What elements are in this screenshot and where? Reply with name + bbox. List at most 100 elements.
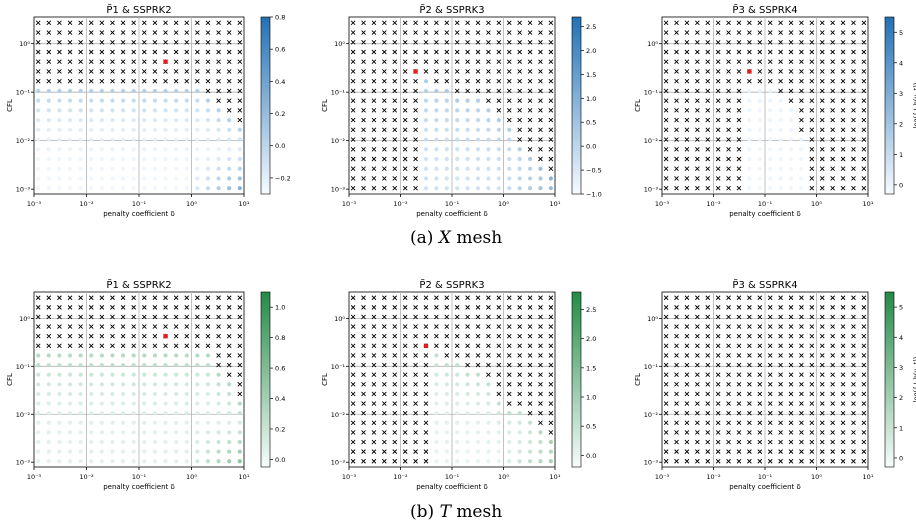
- stable-point: [216, 449, 221, 454]
- unstable-marker: [840, 305, 846, 310]
- stable-point: [67, 137, 73, 142]
- unstable-marker: [788, 410, 794, 416]
- y-tick-label: 10⁻¹: [16, 89, 31, 97]
- stable-point: [434, 147, 439, 152]
- unstable-marker: [674, 343, 679, 349]
- stable-point: [46, 362, 51, 368]
- stable-point: [434, 430, 439, 435]
- unstable-marker: [152, 333, 158, 339]
- unstable-marker: [402, 185, 408, 191]
- unstable-marker: [382, 30, 387, 35]
- unstable-marker: [663, 69, 669, 74]
- y-tick-label: 10⁰: [334, 315, 345, 323]
- unstable-marker: [715, 185, 721, 191]
- stable-point: [455, 186, 460, 191]
- unstable-marker: [371, 176, 377, 181]
- x-axis-label: penalty coefficient δ: [103, 210, 175, 218]
- unstable-marker: [382, 391, 387, 397]
- unstable-marker: [361, 343, 366, 349]
- optimal-point: [423, 343, 429, 349]
- stable-point: [216, 420, 221, 425]
- unstable-marker: [361, 391, 366, 397]
- stable-point: [465, 449, 470, 454]
- unstable-marker: [382, 372, 387, 378]
- stable-point: [465, 372, 470, 377]
- unstable-marker: [663, 59, 669, 65]
- unstable-marker: [778, 30, 783, 35]
- unstable-marker: [830, 439, 835, 445]
- unstable-marker: [382, 362, 387, 368]
- unstable-marker: [350, 30, 356, 35]
- stable-point: [205, 449, 211, 454]
- unstable-marker: [423, 420, 429, 426]
- stable-point: [423, 147, 429, 152]
- stable-point: [57, 98, 62, 103]
- unstable-marker: [99, 333, 105, 339]
- unstable-marker: [392, 98, 398, 103]
- unstable-marker: [402, 108, 408, 113]
- unstable-marker: [726, 59, 731, 65]
- unstable-marker: [35, 39, 41, 45]
- unstable-marker: [371, 146, 377, 152]
- stable-point: [142, 430, 147, 435]
- stable-point: [152, 449, 158, 454]
- stable-point: [475, 372, 481, 377]
- unstable-marker: [392, 88, 398, 94]
- x-tick-label: 10¹: [239, 200, 250, 208]
- unstable-marker: [705, 381, 711, 387]
- unstable-marker: [517, 305, 522, 310]
- unstable-marker: [110, 314, 115, 320]
- unstable-marker: [809, 185, 815, 191]
- unstable-marker: [705, 137, 711, 142]
- unstable-marker: [747, 324, 752, 329]
- stable-point: [36, 439, 41, 445]
- unstable-marker: [496, 108, 502, 113]
- unstable-marker: [538, 88, 543, 94]
- unstable-marker: [663, 98, 669, 103]
- stable-point: [486, 117, 491, 123]
- unstable-marker: [361, 127, 366, 133]
- unstable-marker: [413, 20, 418, 26]
- unstable-marker: [57, 343, 62, 349]
- stable-point: [465, 127, 470, 132]
- unstable-marker: [684, 49, 690, 55]
- unstable-marker: [454, 324, 460, 329]
- unstable-marker: [715, 127, 721, 133]
- stable-point: [184, 439, 189, 445]
- unstable-marker: [715, 146, 721, 152]
- unstable-marker: [767, 353, 773, 358]
- y-axis-label: CFL: [321, 99, 329, 112]
- unstable-marker: [819, 59, 825, 65]
- stable-point: [89, 98, 94, 103]
- stable-point: [216, 166, 221, 171]
- y-tick-label: 10⁻²: [331, 411, 346, 419]
- unstable-marker: [548, 381, 554, 387]
- unstable-marker: [67, 69, 73, 74]
- unstable-marker: [840, 343, 846, 349]
- stable-point: [110, 391, 115, 397]
- unstable-marker: [152, 20, 158, 26]
- unstable-marker: [454, 20, 460, 26]
- unstable-marker: [778, 343, 783, 349]
- unstable-marker: [382, 420, 387, 426]
- caption-text: mesh: [456, 502, 503, 522]
- unstable-marker: [371, 430, 377, 435]
- unstable-marker: [736, 401, 742, 406]
- stable-point: [475, 166, 481, 171]
- x-tick-label: 10⁻²: [706, 200, 721, 208]
- unstable-marker: [237, 343, 243, 349]
- unstable-marker: [506, 372, 512, 378]
- unstable-marker: [371, 324, 377, 329]
- unstable-marker: [778, 420, 783, 426]
- stable-point: [434, 88, 439, 94]
- unstable-marker: [819, 449, 825, 454]
- unstable-marker: [402, 156, 408, 162]
- unstable-marker: [851, 333, 856, 339]
- colorbar-tick-label: −1.0: [586, 191, 602, 199]
- unstable-marker: [819, 127, 825, 133]
- unstable-marker: [67, 59, 73, 65]
- stable-point: [216, 401, 221, 406]
- stable-point: [475, 391, 481, 397]
- stable-point: [152, 156, 158, 162]
